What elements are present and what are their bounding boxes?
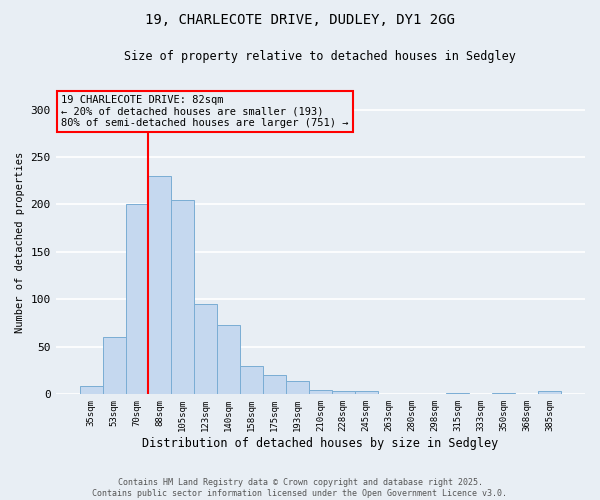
Bar bbox=[309, 390, 332, 394]
Bar bbox=[125, 204, 148, 394]
Bar bbox=[80, 386, 103, 394]
Bar bbox=[148, 176, 172, 394]
X-axis label: Distribution of detached houses by size in Sedgley: Distribution of detached houses by size … bbox=[142, 437, 499, 450]
Y-axis label: Number of detached properties: Number of detached properties bbox=[15, 152, 25, 333]
Text: Contains HM Land Registry data © Crown copyright and database right 2025.
Contai: Contains HM Land Registry data © Crown c… bbox=[92, 478, 508, 498]
Bar bbox=[332, 392, 355, 394]
Bar bbox=[194, 304, 217, 394]
Bar bbox=[286, 381, 309, 394]
Bar bbox=[172, 200, 194, 394]
Bar bbox=[538, 392, 561, 394]
Bar bbox=[355, 390, 377, 394]
Title: Size of property relative to detached houses in Sedgley: Size of property relative to detached ho… bbox=[124, 50, 516, 63]
Bar bbox=[240, 366, 263, 394]
Bar bbox=[103, 338, 125, 394]
Text: 19, CHARLECOTE DRIVE, DUDLEY, DY1 2GG: 19, CHARLECOTE DRIVE, DUDLEY, DY1 2GG bbox=[145, 12, 455, 26]
Bar bbox=[263, 376, 286, 394]
Bar bbox=[217, 325, 240, 394]
Text: 19 CHARLECOTE DRIVE: 82sqm
← 20% of detached houses are smaller (193)
80% of sem: 19 CHARLECOTE DRIVE: 82sqm ← 20% of deta… bbox=[61, 95, 349, 128]
